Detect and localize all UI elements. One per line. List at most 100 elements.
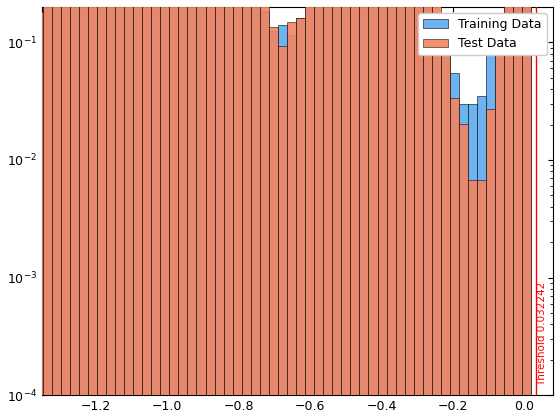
Bar xyxy=(60,0,70,420)
Bar xyxy=(287,22,296,420)
Bar xyxy=(43,0,52,420)
Bar xyxy=(495,17,504,420)
Bar xyxy=(206,0,214,420)
Bar xyxy=(206,0,214,420)
Bar xyxy=(43,0,52,420)
Bar xyxy=(386,0,395,420)
Bar xyxy=(79,0,88,420)
Bar xyxy=(351,0,360,420)
Bar xyxy=(16,45,25,420)
Bar xyxy=(115,0,124,420)
Bar xyxy=(405,0,414,420)
Bar xyxy=(242,0,251,420)
Bar xyxy=(504,2,514,420)
Text: Threshold 0.032242: Threshold 0.032242 xyxy=(537,282,547,386)
Bar xyxy=(151,0,160,420)
Bar xyxy=(233,0,242,420)
Bar xyxy=(124,0,133,420)
Bar xyxy=(395,0,405,420)
Bar xyxy=(242,0,251,420)
Bar xyxy=(233,0,242,420)
Bar xyxy=(450,98,459,420)
Bar xyxy=(106,0,115,420)
Bar xyxy=(341,0,351,420)
Legend: Training Data, Test Data: Training Data, Test Data xyxy=(418,13,547,55)
Bar xyxy=(269,27,278,420)
Bar xyxy=(360,0,368,420)
Bar xyxy=(395,0,405,420)
Bar xyxy=(432,15,441,420)
Bar xyxy=(25,6,34,420)
Bar xyxy=(214,0,223,420)
Bar xyxy=(450,73,459,420)
Bar xyxy=(477,96,486,420)
Bar xyxy=(34,12,43,420)
Bar xyxy=(314,0,323,420)
Bar xyxy=(514,0,522,420)
Bar xyxy=(79,0,88,420)
Bar xyxy=(223,0,233,420)
Bar xyxy=(432,3,441,420)
Bar xyxy=(278,25,287,420)
Bar xyxy=(97,0,106,420)
Bar xyxy=(88,0,97,420)
Bar xyxy=(251,0,260,420)
Bar xyxy=(423,0,432,420)
Bar xyxy=(115,0,124,420)
Bar xyxy=(504,0,514,420)
Bar xyxy=(477,180,486,420)
Bar xyxy=(414,0,423,420)
Bar xyxy=(495,53,504,420)
Bar xyxy=(179,0,188,420)
Bar xyxy=(260,11,269,420)
Bar xyxy=(305,0,314,420)
Bar xyxy=(52,0,60,420)
Bar xyxy=(459,104,468,420)
Bar xyxy=(169,0,179,420)
Bar xyxy=(287,35,296,420)
Bar xyxy=(323,0,332,420)
Bar xyxy=(6,63,16,420)
Bar xyxy=(142,0,151,420)
Bar xyxy=(332,0,341,420)
Bar xyxy=(522,0,531,420)
Bar xyxy=(34,15,43,420)
Bar xyxy=(88,0,97,420)
Bar xyxy=(486,110,495,420)
Bar xyxy=(214,0,223,420)
Bar xyxy=(251,0,260,420)
Bar xyxy=(52,0,60,420)
Bar xyxy=(332,0,341,420)
Bar xyxy=(377,0,386,420)
Bar xyxy=(341,0,351,420)
Bar xyxy=(368,0,377,420)
Bar xyxy=(151,0,160,420)
Bar xyxy=(6,57,16,420)
Bar xyxy=(60,0,70,420)
Bar xyxy=(16,68,25,420)
Bar xyxy=(260,3,269,420)
Bar xyxy=(160,0,169,420)
Bar xyxy=(441,42,450,420)
Bar xyxy=(423,0,432,420)
Bar xyxy=(360,0,368,420)
Bar xyxy=(296,18,305,420)
Bar xyxy=(106,0,115,420)
Bar xyxy=(368,0,377,420)
Bar xyxy=(188,0,197,420)
Bar xyxy=(323,0,332,420)
Bar xyxy=(405,0,414,420)
Bar xyxy=(142,0,151,420)
Bar xyxy=(414,0,423,420)
Bar xyxy=(269,31,278,420)
Bar xyxy=(486,54,495,420)
Bar xyxy=(197,0,206,420)
Bar xyxy=(133,0,142,420)
Bar xyxy=(25,30,34,420)
Bar xyxy=(314,0,323,420)
Bar xyxy=(97,0,106,420)
Bar xyxy=(377,0,386,420)
Bar xyxy=(188,0,197,420)
Bar xyxy=(459,124,468,420)
Bar xyxy=(133,0,142,420)
